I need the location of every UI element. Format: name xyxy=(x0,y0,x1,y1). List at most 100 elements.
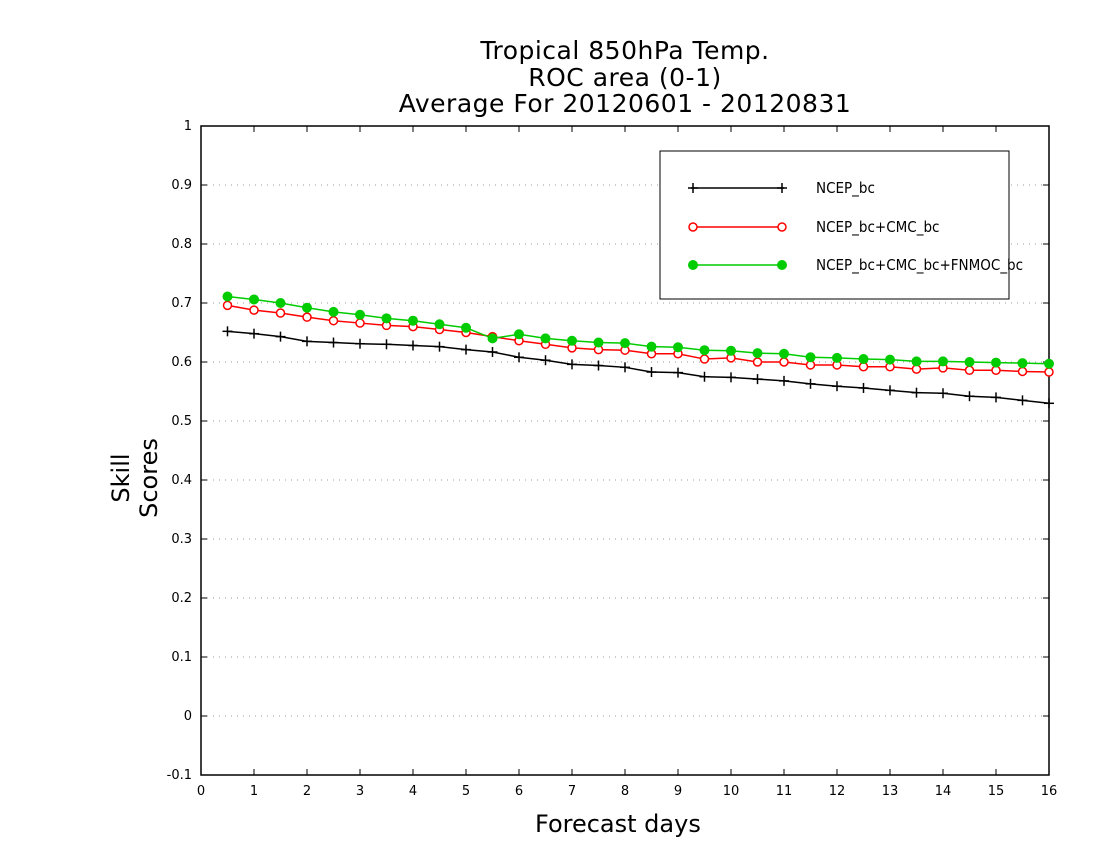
data-point-s3-1 xyxy=(249,294,259,305)
x-tick-label-7: 7 xyxy=(568,784,576,799)
data-point-s1-21 xyxy=(779,375,789,386)
data-point-s3-23 xyxy=(832,352,842,363)
data-point-s1-27 xyxy=(938,388,948,399)
legend-marker-end-2 xyxy=(777,222,787,232)
data-point-s3-29 xyxy=(991,357,1001,368)
y-tick-label-0.8: 0.8 xyxy=(171,237,192,252)
data-point-s3-16 xyxy=(646,341,657,352)
y-tick-label--0.1: -0.1 xyxy=(167,768,192,783)
x-tick-label-2: 2 xyxy=(303,784,311,799)
data-point-s3-14 xyxy=(593,337,604,348)
data-point-s1-30 xyxy=(1017,395,1028,406)
data-point-s3-13 xyxy=(567,335,577,346)
data-point-s1-8 xyxy=(434,341,445,352)
x-tick-label-4: 4 xyxy=(409,784,417,799)
x-tick-label-9: 9 xyxy=(674,784,682,799)
legend-marker-start-2 xyxy=(688,222,698,232)
data-point-s1-22 xyxy=(805,378,816,389)
data-point-s1-6 xyxy=(381,339,392,350)
x-tick-label-3: 3 xyxy=(356,784,364,799)
data-point-s3-20 xyxy=(752,348,763,359)
data-point-s1-9 xyxy=(461,344,471,355)
data-point-s1-7 xyxy=(408,340,418,351)
x-tick-label-12: 12 xyxy=(829,784,846,799)
data-point-s2-18 xyxy=(699,354,710,364)
data-point-s1-25 xyxy=(885,385,895,396)
y-tick-label-0.6: 0.6 xyxy=(171,355,192,370)
x-axis-title: Forecast days xyxy=(535,810,701,838)
legend-marker-start-3 xyxy=(688,260,698,270)
data-point-s1-19 xyxy=(726,372,736,383)
data-point-s1-15 xyxy=(620,362,630,373)
data-point-s3-0 xyxy=(222,291,233,302)
data-point-s3-3 xyxy=(302,302,312,313)
data-point-s3-4 xyxy=(328,306,339,317)
chart-title-line-3: Average For 20120601 - 20120831 xyxy=(398,89,852,118)
series-group xyxy=(222,291,1054,409)
y-axis-ticks: -0.1 0 0.1 0.2 0.3 0.4 0.5 0.6 0.7 0.8 0.9 1 xyxy=(167,119,1049,783)
data-point-s1-20 xyxy=(752,374,763,385)
x-tick-label-1: 1 xyxy=(250,784,258,799)
legend-label-2: NCEP_bc+CMC_bc xyxy=(816,218,939,237)
data-point-s3-10 xyxy=(487,333,498,344)
series-3 xyxy=(222,291,1054,369)
chart-title-line-2: ROC area (0-1) xyxy=(528,63,722,92)
data-point-s3-2 xyxy=(275,298,286,308)
data-point-s1-31 xyxy=(1044,398,1054,409)
legend-marker-end-3 xyxy=(777,260,787,270)
data-point-s1-2 xyxy=(275,331,286,342)
series-line-3 xyxy=(227,295,1050,365)
y-tick-label-1: 1 xyxy=(184,119,192,134)
data-point-s2-1 xyxy=(249,305,259,315)
data-point-s1-12 xyxy=(540,355,551,366)
x-tick-label-16: 16 xyxy=(1041,784,1058,799)
data-point-s3-17 xyxy=(673,342,683,353)
data-point-s2-0 xyxy=(222,300,233,311)
data-point-s2-21 xyxy=(779,357,789,367)
data-point-s3-28 xyxy=(964,357,975,367)
y-tick-label-0: 0 xyxy=(184,709,192,724)
data-point-s1-10 xyxy=(487,346,498,357)
x-tick-label-13: 13 xyxy=(882,784,899,799)
data-point-s1-0 xyxy=(222,326,233,337)
data-point-s3-21 xyxy=(779,348,789,359)
legend: NCEP_bc NCEP_bc+CMC_bc NCEP_bc+CMC_bc+FNMO… xyxy=(659,150,1023,300)
y-tick-label-0.3: 0.3 xyxy=(171,532,192,547)
y-tick-label-0.1: 0.1 xyxy=(171,650,192,665)
data-point-s3-31 xyxy=(1044,358,1054,369)
data-point-s3-9 xyxy=(461,322,471,333)
legend-marker-start-1 xyxy=(688,183,698,193)
x-tick-label-0: 0 xyxy=(197,784,205,799)
x-tick-label-10: 10 xyxy=(723,784,740,799)
legend-box xyxy=(659,150,1010,300)
data-point-s1-28 xyxy=(964,391,975,402)
data-point-s1-3 xyxy=(302,336,312,347)
data-point-s3-11 xyxy=(514,329,524,340)
data-point-s2-5 xyxy=(355,318,365,328)
y-tick-label-0.4: 0.4 xyxy=(171,473,192,488)
data-point-s3-27 xyxy=(938,356,948,367)
data-point-s1-5 xyxy=(355,338,365,349)
legend-label-1: NCEP_bc xyxy=(816,179,875,198)
data-point-s3-19 xyxy=(726,345,736,356)
legend-label-3: NCEP_bc+CMC_bc+FNMOC_bc xyxy=(816,256,1023,275)
x-tick-label-6: 6 xyxy=(515,784,523,799)
data-point-s2-2 xyxy=(275,308,286,318)
data-point-s3-30 xyxy=(1017,358,1028,369)
data-point-s1-26 xyxy=(911,387,922,398)
y-axis-title: Skill Scores xyxy=(107,438,163,518)
series-line-1 xyxy=(227,330,1050,405)
data-point-s1-13 xyxy=(567,359,577,370)
data-point-s3-26 xyxy=(911,356,922,367)
data-point-s1-14 xyxy=(593,360,604,371)
data-point-s1-18 xyxy=(699,371,710,382)
legend-marker-end-1 xyxy=(777,183,787,193)
x-tick-label-5: 5 xyxy=(462,784,470,799)
data-point-s2-30 xyxy=(1017,366,1028,377)
data-point-s2-20 xyxy=(752,357,763,367)
x-axis-ticks: 0 1 2 3 4 5 6 7 8 9 10 11 12 13 14 15 16 xyxy=(197,126,1057,799)
x-tick-label-11: 11 xyxy=(776,784,793,799)
data-point-s2-31 xyxy=(1044,367,1054,377)
data-point-s3-22 xyxy=(805,352,816,363)
